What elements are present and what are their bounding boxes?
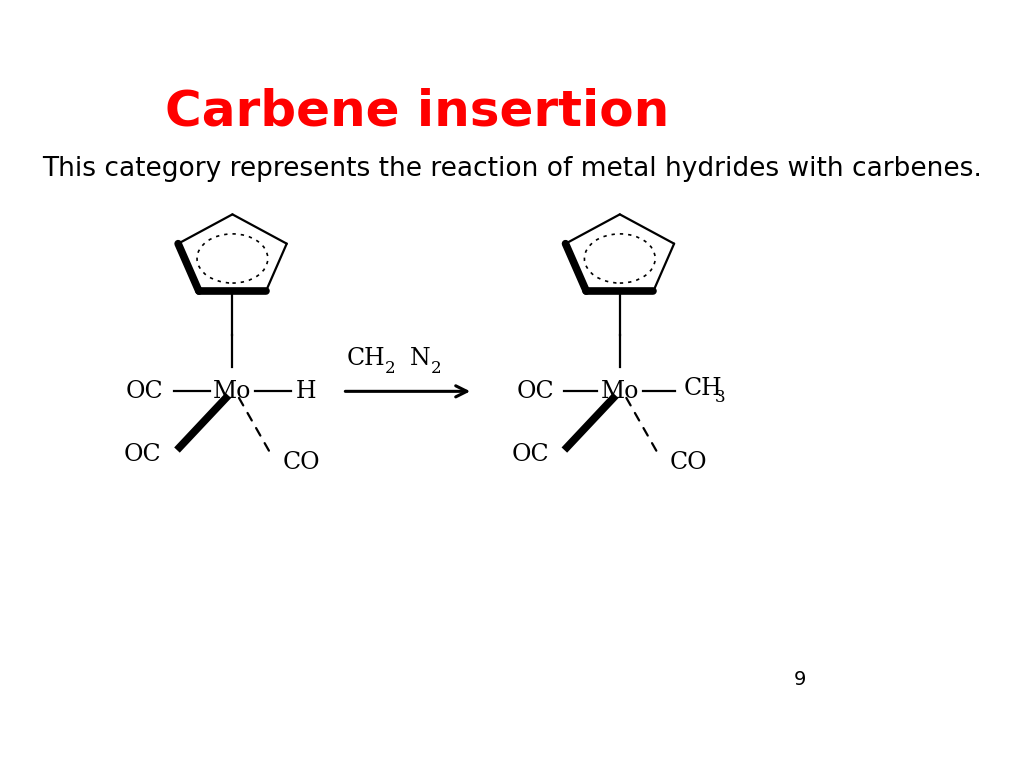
Text: OC: OC	[511, 443, 549, 466]
Text: OC: OC	[126, 380, 163, 403]
Text: H: H	[296, 380, 316, 403]
Text: OC: OC	[516, 380, 554, 403]
Text: OC: OC	[124, 443, 162, 466]
Text: CH: CH	[683, 376, 722, 399]
Text: Mo: Mo	[213, 380, 252, 403]
Text: This category represents the reaction of metal hydrides with carbenes.: This category represents the reaction of…	[42, 156, 982, 182]
Text: 3: 3	[715, 389, 725, 406]
Text: 2: 2	[385, 360, 395, 377]
Text: 2: 2	[431, 360, 441, 377]
Text: Mo: Mo	[601, 380, 639, 403]
Text: CO: CO	[283, 451, 319, 474]
Text: CO: CO	[670, 451, 708, 474]
Text: N: N	[410, 347, 430, 370]
Text: 9: 9	[794, 670, 806, 689]
Text: CH: CH	[346, 347, 385, 370]
Text: Carbene insertion: Carbene insertion	[166, 88, 670, 136]
